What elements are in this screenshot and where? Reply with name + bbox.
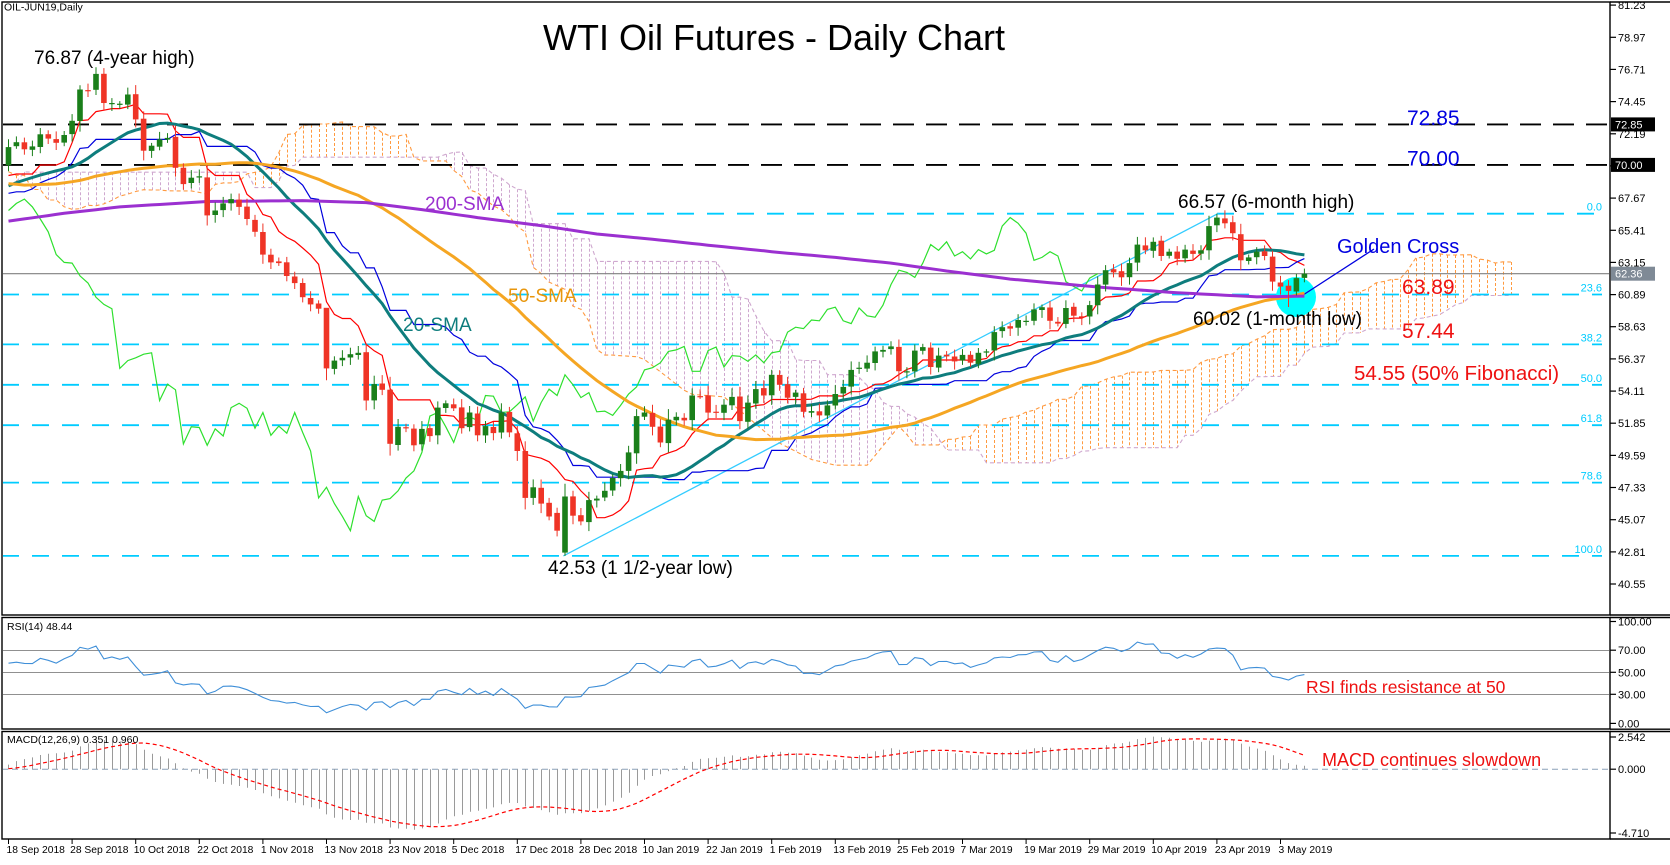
svg-text:0.00: 0.00 xyxy=(1618,718,1639,730)
svg-text:22 Jan 2019: 22 Jan 2019 xyxy=(706,845,763,856)
svg-text:100.00: 100.00 xyxy=(1618,617,1652,629)
svg-text:61.8: 61.8 xyxy=(1581,413,1602,425)
svg-text:13 Nov 2018: 13 Nov 2018 xyxy=(325,845,384,856)
svg-text:51.85: 51.85 xyxy=(1618,418,1646,430)
svg-text:25 Feb 2019: 25 Feb 2019 xyxy=(897,845,955,856)
svg-text:WTI Oil Futures - Daily Chart: WTI Oil Futures - Daily Chart xyxy=(543,17,1005,58)
svg-text:RSI(14) 48.44: RSI(14) 48.44 xyxy=(7,621,73,633)
svg-text:70.00: 70.00 xyxy=(1615,160,1643,172)
svg-text:17 Dec 2018: 17 Dec 2018 xyxy=(515,845,574,856)
svg-text:200-SMA: 200-SMA xyxy=(425,194,505,215)
svg-text:76.87 (4-year high): 76.87 (4-year high) xyxy=(34,48,195,69)
svg-text:MACD(12,26,9) 0.351 0.960: MACD(12,26,9) 0.351 0.960 xyxy=(7,734,138,746)
svg-text:18 Sep 2018: 18 Sep 2018 xyxy=(7,845,66,856)
svg-text:76.71: 76.71 xyxy=(1618,64,1646,76)
svg-text:40.55: 40.55 xyxy=(1618,579,1646,591)
svg-text:47.33: 47.33 xyxy=(1618,483,1646,495)
svg-text:23 Nov 2018: 23 Nov 2018 xyxy=(388,845,447,856)
svg-text:10 Oct 2018: 10 Oct 2018 xyxy=(134,845,190,856)
svg-text:56.37: 56.37 xyxy=(1618,354,1646,366)
svg-text:28 Sep 2018: 28 Sep 2018 xyxy=(70,845,129,856)
svg-text:57.44: 57.44 xyxy=(1402,320,1455,343)
svg-text:78.97: 78.97 xyxy=(1618,32,1646,44)
svg-text:0.000: 0.000 xyxy=(1618,764,1646,776)
svg-text:30.00: 30.00 xyxy=(1618,689,1646,701)
svg-text:23.6: 23.6 xyxy=(1581,283,1602,295)
svg-text:10 Apr 2019: 10 Apr 2019 xyxy=(1151,845,1207,856)
svg-text:58.63: 58.63 xyxy=(1618,322,1646,334)
svg-text:38.2: 38.2 xyxy=(1581,332,1602,344)
svg-text:62.36: 62.36 xyxy=(1615,269,1643,281)
svg-text:42.81: 42.81 xyxy=(1618,547,1646,559)
svg-text:42.53 (1 1/2-year low): 42.53 (1 1/2-year low) xyxy=(548,558,733,579)
svg-text:74.45: 74.45 xyxy=(1618,97,1646,109)
svg-text:70.00: 70.00 xyxy=(1618,645,1646,657)
svg-text:23 Apr 2019: 23 Apr 2019 xyxy=(1215,845,1271,856)
svg-text:50-SMA: 50-SMA xyxy=(508,286,577,307)
svg-text:78.6: 78.6 xyxy=(1581,471,1602,483)
svg-text:100.0: 100.0 xyxy=(1574,544,1602,556)
svg-text:54.11: 54.11 xyxy=(1618,386,1645,398)
svg-text:45.07: 45.07 xyxy=(1618,515,1646,527)
svg-text:60.89: 60.89 xyxy=(1618,290,1646,302)
svg-text:19 Mar 2019: 19 Mar 2019 xyxy=(1024,845,1082,856)
svg-text:54.55 (50% Fibonacci): 54.55 (50% Fibonacci) xyxy=(1354,362,1559,385)
svg-text:Golden Cross: Golden Cross xyxy=(1337,236,1459,258)
svg-text:50.0: 50.0 xyxy=(1581,373,1602,385)
svg-text:MACD continues slowdown: MACD continues slowdown xyxy=(1322,750,1541,770)
svg-text:10 Jan 2019: 10 Jan 2019 xyxy=(643,845,700,856)
svg-text:63.15: 63.15 xyxy=(1618,257,1646,269)
svg-text:OIL-JUN19,Daily: OIL-JUN19,Daily xyxy=(4,2,84,14)
svg-text:67.67: 67.67 xyxy=(1618,193,1646,205)
svg-text:7 Mar 2019: 7 Mar 2019 xyxy=(961,845,1013,856)
svg-text:5 Dec 2018: 5 Dec 2018 xyxy=(452,845,505,856)
svg-text:60.02 (1-month low): 60.02 (1-month low) xyxy=(1193,309,1362,330)
svg-text:72.19: 72.19 xyxy=(1618,129,1646,141)
svg-text:50.00: 50.00 xyxy=(1618,667,1646,679)
svg-text:28 Dec 2018: 28 Dec 2018 xyxy=(579,845,638,856)
svg-text:22 Oct 2018: 22 Oct 2018 xyxy=(197,845,253,856)
svg-text:3 May 2019: 3 May 2019 xyxy=(1279,845,1333,856)
svg-text:20-SMA: 20-SMA xyxy=(403,315,472,336)
svg-text:0.0: 0.0 xyxy=(1587,202,1602,214)
svg-text:65.41: 65.41 xyxy=(1618,225,1646,237)
svg-text:72.85: 72.85 xyxy=(1407,107,1460,130)
svg-text:29 Mar 2019: 29 Mar 2019 xyxy=(1088,845,1146,856)
svg-text:63.89: 63.89 xyxy=(1402,276,1455,299)
svg-text:72.85: 72.85 xyxy=(1615,119,1643,131)
svg-text:-4.710: -4.710 xyxy=(1618,828,1649,840)
svg-text:66.57 (6-month high): 66.57 (6-month high) xyxy=(1178,192,1354,213)
svg-text:1 Feb 2019: 1 Feb 2019 xyxy=(770,845,822,856)
svg-text:2.542: 2.542 xyxy=(1618,732,1646,744)
svg-text:70.00: 70.00 xyxy=(1407,148,1460,171)
svg-text:13 Feb 2019: 13 Feb 2019 xyxy=(833,845,891,856)
svg-text:81.23: 81.23 xyxy=(1618,0,1646,12)
svg-text:49.59: 49.59 xyxy=(1618,450,1646,462)
svg-text:RSI finds resistance at 50: RSI finds resistance at 50 xyxy=(1306,677,1506,697)
svg-text:1 Nov 2018: 1 Nov 2018 xyxy=(261,845,314,856)
